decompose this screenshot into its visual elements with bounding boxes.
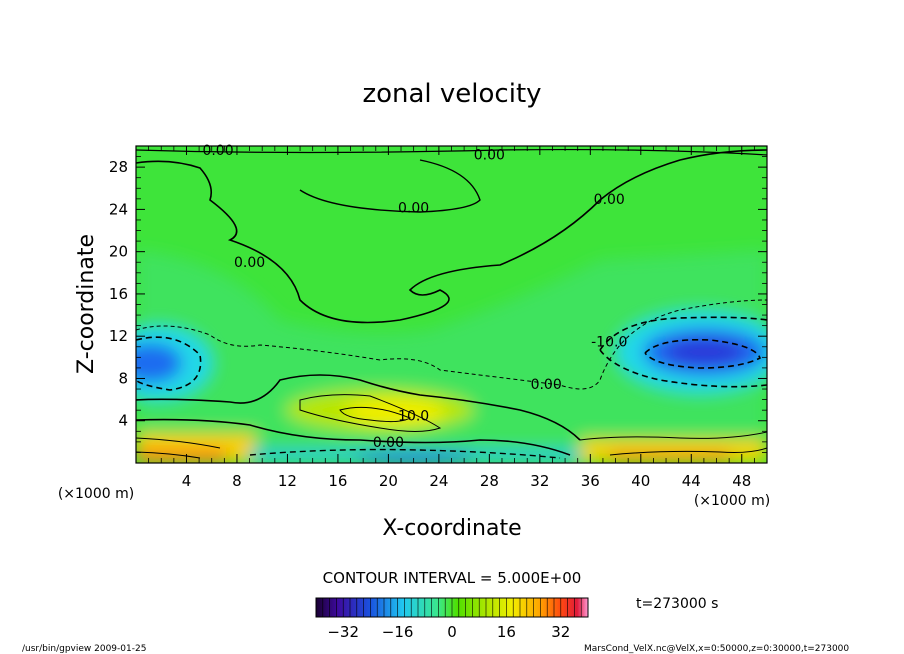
colorbar-tick-label: 32 (551, 623, 570, 641)
x-tick-label: 12 (278, 472, 297, 490)
x-tick-label: 8 (232, 472, 242, 490)
colorbar-tick-label: 16 (497, 623, 516, 641)
contour-labels: 0.00 0.00 0.00 0.00 0.00 -10.0 0.00 10.0 0.00 (202, 143, 627, 451)
contour-label: 0.00 (398, 200, 429, 216)
x-tick-label: 44 (682, 472, 701, 490)
contour-label: 0.00 (373, 435, 404, 451)
x-tick-label: 20 (379, 472, 398, 490)
contour-label: 0.00 (234, 255, 265, 271)
x-tick-label: 40 (631, 472, 650, 490)
y-unit-note: (×1000 m) (58, 486, 134, 502)
contour-label: 10.0 (398, 408, 429, 424)
contour-label: 0.00 (531, 377, 562, 393)
footer-right: MarsCond_VelX.nc@VelX,x=0:50000,z=0:3000… (584, 644, 849, 654)
y-tick-label: 12 (109, 327, 128, 345)
contour-label: -10.0 (591, 334, 627, 350)
y-tick-label: 8 (118, 369, 128, 387)
footer-left: /usr/bin/gpview 2009-01-25 (22, 644, 146, 654)
x-tick-label: 32 (530, 472, 549, 490)
x-tick-label: 36 (581, 472, 600, 490)
colorbar-tick-label: −16 (382, 623, 414, 641)
colorbar-ticks (322, 598, 582, 617)
colorbar-frame (315, 597, 589, 618)
time-text: t=273000 s (636, 596, 718, 612)
contour-label: 0.00 (594, 192, 625, 208)
contour-lines (136, 148, 767, 459)
y-tick-label: 20 (109, 243, 128, 261)
x-axis-label: X-coordinate (382, 516, 521, 541)
colorbar-tick-label: 0 (447, 623, 457, 641)
x-tick-label: 24 (429, 472, 448, 490)
contour-label: 0.00 (474, 147, 505, 163)
heatmap-field (136, 146, 767, 463)
y-axis-label: Z-coordinate (74, 234, 99, 374)
y-tick-label: 4 (118, 412, 128, 430)
contour-interval-text: CONTOUR INTERVAL = 5.000E+00 (323, 569, 582, 587)
x-tick-label: 48 (732, 472, 751, 490)
x-tick-label: 16 (328, 472, 347, 490)
colorbar-tick-label: −32 (327, 623, 359, 641)
contour-label: 0.00 (202, 143, 233, 159)
y-tick-label: 16 (109, 285, 128, 303)
x-tick-label: 28 (480, 472, 499, 490)
field-blobs (136, 250, 767, 463)
y-tick-label: 28 (109, 158, 128, 176)
y-tick-label: 24 (109, 200, 128, 218)
x-unit-note: (×1000 m) (694, 493, 770, 509)
colorbar-labels: −32 −16 0 16 32 (327, 623, 570, 641)
chart-title: zonal velocity (362, 79, 541, 109)
x-tick-label: 4 (182, 472, 192, 490)
